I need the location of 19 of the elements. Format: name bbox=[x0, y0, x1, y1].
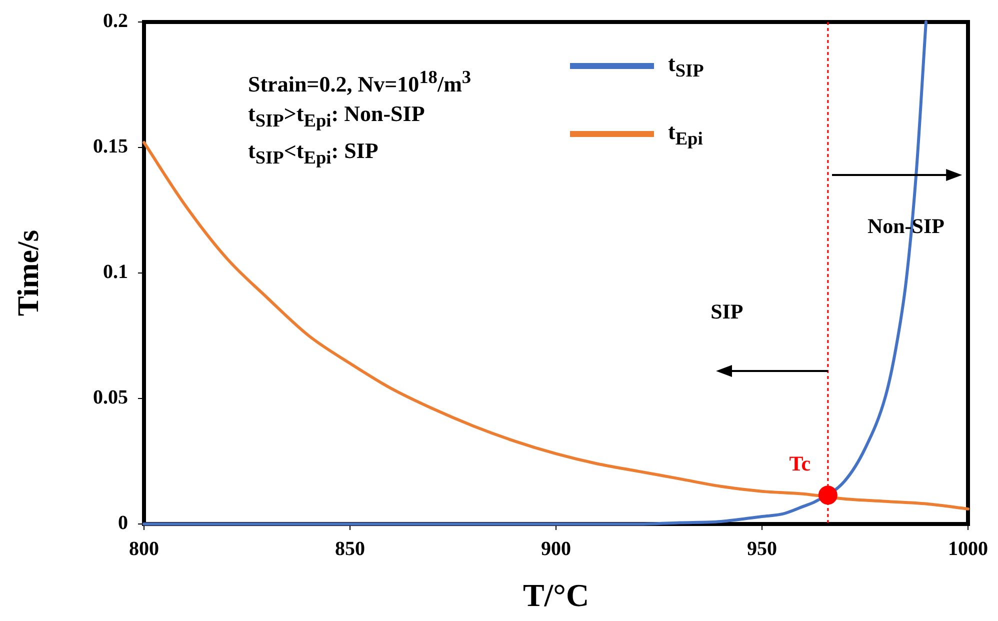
annotation: Strain=0.2, Nv=10$^{18}$/m$^{3}$ bbox=[248, 66, 472, 98]
annotation: t$_{SIP}$>t$_{Epi}$: Non-SIP bbox=[248, 100, 426, 133]
annotation: t$_{SIP}$<t$_{Epi}$: SIP bbox=[248, 136, 380, 170]
x-tick-label: 900 bbox=[541, 538, 571, 560]
x-tick-label: 950 bbox=[747, 538, 777, 560]
x-tick-label: 850 bbox=[335, 538, 365, 560]
x-axis-title: T/°C bbox=[522, 577, 590, 614]
legend-label: t$_{SIP}$ bbox=[668, 50, 704, 82]
y-tick-label: 0 bbox=[118, 512, 128, 534]
legend-label: t$_{Epi}$ bbox=[668, 118, 703, 150]
y-tick-label: 0.1 bbox=[103, 261, 128, 284]
y-tick-label: 0.15 bbox=[93, 136, 128, 158]
y-tick-label: 0.2 bbox=[103, 10, 128, 32]
x-tick-label: 1000 bbox=[948, 538, 988, 560]
annotation: Tc bbox=[789, 452, 811, 476]
y-axis-title: Time/s bbox=[12, 230, 45, 316]
annotation: SIP bbox=[710, 300, 744, 324]
x-tick-label: 800 bbox=[129, 538, 159, 560]
y-tick-label: 0.05 bbox=[93, 386, 128, 409]
